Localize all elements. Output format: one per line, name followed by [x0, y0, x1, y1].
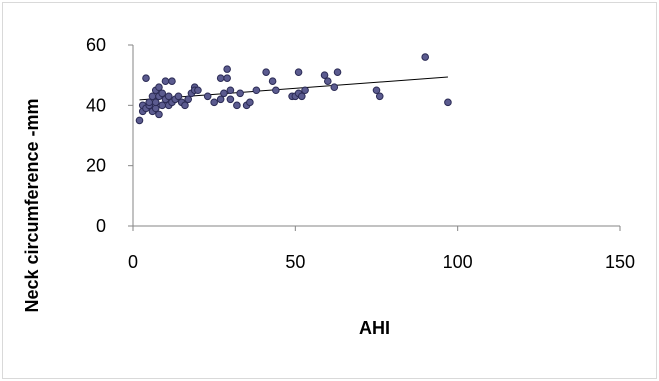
data-point: [158, 101, 167, 110]
data-point: [168, 77, 176, 85]
y-axis-title: Neck circumference -mm: [22, 98, 42, 312]
data-point: [220, 89, 228, 98]
data-point: [223, 65, 231, 73]
data-point: [294, 68, 303, 76]
data-point: [184, 95, 192, 104]
x-tick-label: 50: [285, 252, 305, 272]
data-point: [164, 92, 173, 101]
x-tick-label: 0: [128, 252, 138, 272]
data-point: [216, 74, 225, 82]
data-point: [226, 95, 235, 104]
data-point: [372, 86, 381, 95]
data-point: [444, 98, 452, 107]
data-point: [155, 83, 163, 92]
x-axis-title: AHI: [359, 318, 390, 338]
data-point: [155, 110, 163, 119]
data-point: [272, 86, 280, 95]
plot-area: 0 20 40 60 0 50 100 150: [86, 35, 635, 272]
data-point: [333, 68, 342, 76]
data-point: [226, 86, 235, 95]
data-point: [236, 89, 244, 98]
y-tick-label: 0: [96, 216, 106, 236]
data-point: [301, 86, 309, 95]
data-point: [252, 86, 261, 95]
data-point: [421, 53, 430, 61]
data-point: [268, 77, 277, 85]
data-point: [181, 101, 189, 110]
data-point: [233, 101, 241, 110]
data-point: [262, 68, 270, 76]
data-point: [174, 92, 183, 101]
data-point: [148, 92, 157, 101]
x-tick-label: 150: [605, 252, 635, 272]
data-point: [203, 92, 212, 101]
data-point: [158, 89, 167, 98]
y-tick-label: 40: [86, 95, 106, 115]
data-point: [324, 77, 332, 85]
data-point: [330, 83, 339, 92]
data-point: [161, 77, 170, 85]
data-point: [246, 98, 254, 107]
data-point: [298, 92, 306, 101]
data-point: [135, 116, 144, 125]
y-tick-label: 60: [86, 35, 106, 55]
x-tick-label: 100: [443, 252, 473, 272]
data-point: [216, 95, 225, 104]
data-point: [375, 92, 384, 101]
y-tick-label: 20: [86, 156, 106, 176]
data-point: [145, 98, 154, 107]
data-point: [151, 98, 160, 107]
data-point: [320, 71, 329, 79]
data-point: [142, 74, 150, 82]
data-point: [194, 86, 202, 95]
data-point: [223, 74, 231, 82]
data-point: [210, 98, 218, 107]
